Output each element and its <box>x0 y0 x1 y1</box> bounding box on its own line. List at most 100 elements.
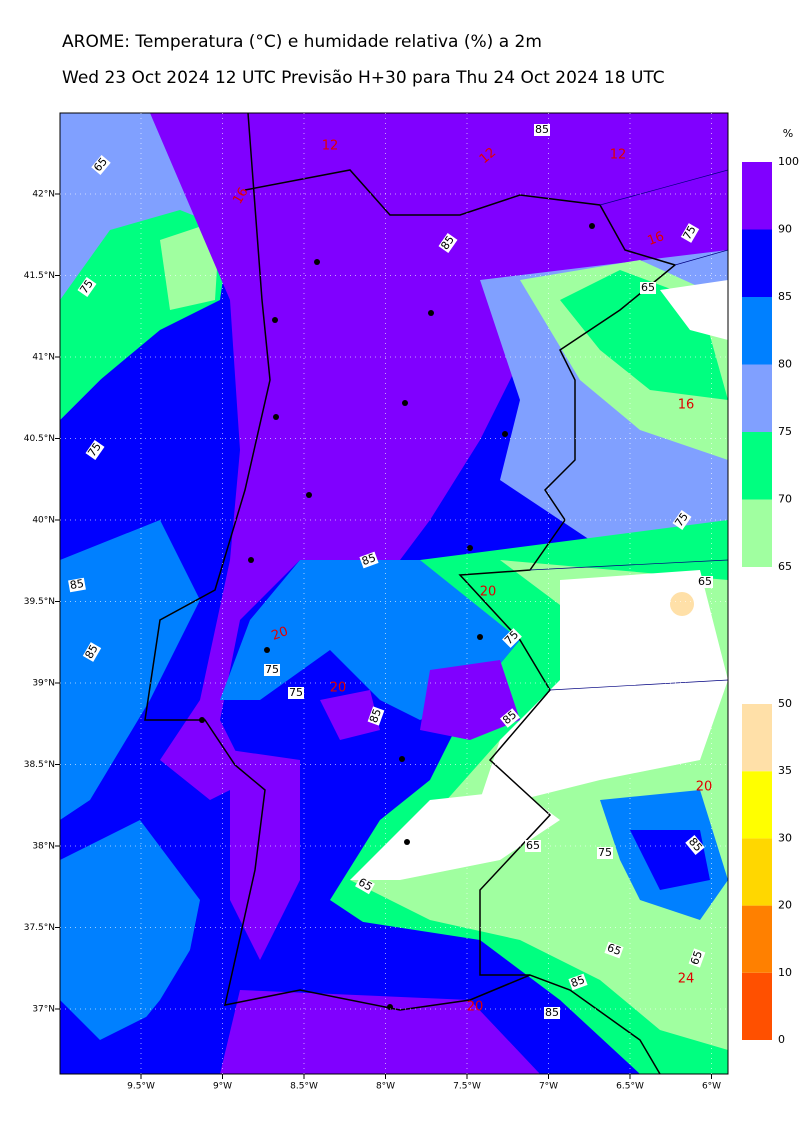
contour-label-bg <box>68 577 86 593</box>
humidity-contour-label: 65 <box>605 941 623 958</box>
contour-label-bg <box>544 1007 560 1019</box>
contour-label-bg <box>355 875 375 895</box>
temperature-contour-label: 20 <box>270 624 291 644</box>
map-field <box>60 113 728 1074</box>
contour-label-bg <box>85 440 105 460</box>
humidity-contour-label: 85 <box>535 123 549 136</box>
temperature-contour-label: 16 <box>646 229 667 249</box>
colorbar-segment <box>742 771 772 839</box>
colorbar-label: 100 <box>778 155 799 168</box>
colorbar-label: 35 <box>778 764 792 777</box>
temperature-contour-label: 12 <box>610 148 627 163</box>
colorbar-segment <box>742 297 772 365</box>
y-tick-label: 39.5°N <box>24 597 55 607</box>
y-tick-label: 42°N <box>32 190 55 200</box>
contour-label-bg <box>568 973 588 991</box>
colorbar-label: 0 <box>778 1033 785 1046</box>
colorbar-segment <box>742 905 772 973</box>
contour-label-bg <box>264 664 280 676</box>
temperature-contour-label: 12 <box>322 139 339 154</box>
subtitle: Wed 23 Oct 2024 12 UTC Previsão H+30 par… <box>62 68 665 88</box>
colorbar-unit: % <box>783 127 793 140</box>
colorbar-label: 85 <box>778 290 792 303</box>
contour-label-bg <box>288 687 304 699</box>
humidity-contour-label: 75 <box>598 846 612 859</box>
colorbar-segment <box>742 162 772 230</box>
colorbar-segment <box>742 499 772 567</box>
humidity-contour-label: 85 <box>545 1006 559 1019</box>
humidity-contour-label: 65 <box>356 875 375 893</box>
colorbar-label: 70 <box>778 493 792 506</box>
contour-label-bg <box>604 941 624 959</box>
colorbar-segment <box>742 704 772 772</box>
contour-label-bg <box>77 277 97 297</box>
x-tick-label: 6.5°W <box>616 1082 644 1092</box>
colorbar-segment <box>742 838 772 906</box>
humidity-contour-label: 65 <box>526 839 540 852</box>
humidity-contour-label: 65 <box>641 281 655 294</box>
temperature-contour-label: 20 <box>480 585 497 600</box>
humidity-contour-label: 85 <box>360 551 378 568</box>
y-tick-label: 38.5°N <box>24 760 55 770</box>
colorbar-label: 10 <box>778 966 792 979</box>
title: AROME: Temperatura (°C) e humidade relat… <box>62 32 542 52</box>
contour-label-bg <box>685 835 705 855</box>
contour-label-bg <box>525 840 541 852</box>
humidity-contour-label: 75 <box>265 663 279 676</box>
humidity-contour-label: 65 <box>688 949 705 967</box>
y-tick-label: 41°N <box>32 353 55 363</box>
y-tick-label: 37°N <box>32 1005 55 1015</box>
humidity-contour-label: 85 <box>82 642 100 661</box>
temperature-contour-label: 20 <box>696 780 713 795</box>
y-tick-label: 40°N <box>32 516 55 526</box>
x-tick-label: 7°W <box>539 1082 558 1092</box>
x-tick-label: 8°W <box>376 1082 395 1092</box>
cities <box>199 223 595 1010</box>
temperature-contour-label: 16 <box>678 398 695 413</box>
colorbar-label: 50 <box>778 697 792 710</box>
humidity-contour-label: 65 <box>698 575 712 588</box>
x-tick-label: 7.5°W <box>453 1082 481 1092</box>
colorbar-label: 30 <box>778 831 792 844</box>
temperature-contour-label: 24 <box>678 972 695 987</box>
y-tick-label: 39°N <box>32 679 55 689</box>
contour-label-bg <box>500 708 520 728</box>
contour-label-bg <box>680 223 700 243</box>
contour-label-bg <box>367 706 385 726</box>
humidity-contour-label: 75 <box>680 223 698 242</box>
colorbar-label: 20 <box>778 899 792 912</box>
colorbar-label: 75 <box>778 425 792 438</box>
humidity-contour-label: 85 <box>569 973 587 990</box>
contour-label-bg <box>82 642 102 662</box>
contour-label-bg <box>359 551 379 569</box>
colorbar-segment <box>742 229 772 297</box>
contour-label-bg <box>688 948 706 968</box>
temperature-contour-label: 20 <box>330 681 347 696</box>
y-tick-label: 41.5°N <box>24 271 55 281</box>
contour-label-bg <box>597 847 613 859</box>
temperature-contour-label: 16 <box>230 185 251 207</box>
humidity-contour-label: 85 <box>367 707 384 725</box>
colorbar-label: 80 <box>778 358 792 371</box>
y-tick-label: 40.5°N <box>24 434 55 444</box>
contour-label-bg <box>534 124 550 136</box>
humidity-contour-label: 85 <box>69 577 85 592</box>
colorbar-segment <box>742 364 772 432</box>
x-tick-label: 9°W <box>213 1082 232 1092</box>
x-tick-label: 9.5°W <box>127 1082 155 1092</box>
contour-label-bg <box>672 510 692 530</box>
humidity-contour-label: 75 <box>289 686 303 699</box>
colorbar-label: 90 <box>778 223 792 236</box>
map-frame <box>59 112 729 1075</box>
colorbar-label: 65 <box>778 560 792 573</box>
colorbar-segment <box>742 432 772 500</box>
contour-label-bg <box>91 155 111 175</box>
contour-label-bg <box>697 576 713 588</box>
contour-label-bg <box>438 233 458 253</box>
contour-label-bg <box>502 628 522 648</box>
temperature-contour-label: 20 <box>467 1000 484 1015</box>
x-tick-label: 8.5°W <box>290 1082 318 1092</box>
colorbar-segment <box>742 972 772 1040</box>
x-tick-label: 6°W <box>702 1082 721 1092</box>
